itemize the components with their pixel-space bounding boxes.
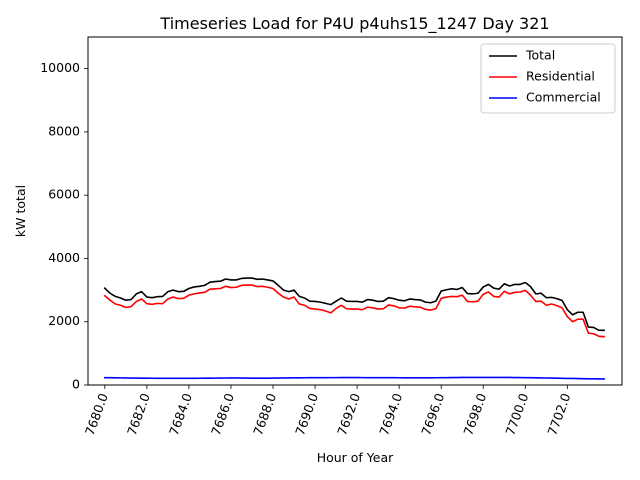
x-tick-label: 7680.0 xyxy=(82,391,111,437)
x-tick-label: 7700.0 xyxy=(502,391,531,437)
legend-box xyxy=(480,43,616,114)
chart-title: Timeseries Load for P4U p4uhs15_1247 Day… xyxy=(159,14,549,34)
x-tick-label: 7686.0 xyxy=(208,391,237,437)
series-lines xyxy=(103,277,605,380)
legend-label-residential: Residential xyxy=(526,69,595,84)
x-tick-label: 7682.0 xyxy=(124,391,153,437)
y-tick-label: 4000 xyxy=(48,250,80,265)
y-axis-label: kW total xyxy=(13,185,28,237)
legend-label-commercial: Commercial xyxy=(526,90,601,105)
x-axis-label: Hour of Year xyxy=(317,450,394,465)
y-axis-ticks: 0 2000 4000 6000 8000 10000 xyxy=(40,60,88,392)
x-tick-label: 7696.0 xyxy=(418,391,447,437)
y-tick-label: 8000 xyxy=(48,123,80,138)
x-tick-label: 7690.0 xyxy=(292,391,321,437)
x-tick-label: 7692.0 xyxy=(334,391,363,437)
y-tick-label: 2000 xyxy=(48,313,80,328)
x-tick-label: 7702.0 xyxy=(544,391,573,437)
x-tick-label: 7684.0 xyxy=(166,391,195,437)
x-tick-label: 7694.0 xyxy=(376,391,405,437)
series-line-residential xyxy=(103,284,605,338)
series-line-commercial xyxy=(104,376,605,380)
x-axis-ticks: 7680.0 7682.0 7684.0 7686.0 7688.0 7690.0 7692… xyxy=(82,385,573,437)
legend: Total Residential Commercial xyxy=(480,43,616,114)
x-tick-label: 7698.0 xyxy=(460,391,489,437)
y-tick-label: 6000 xyxy=(48,187,80,202)
y-tick-label: 10000 xyxy=(40,60,80,75)
x-tick-label: 7688.0 xyxy=(250,391,279,437)
y-tick-label: 0 xyxy=(72,377,80,392)
series-line-total xyxy=(103,277,605,332)
plot-frame xyxy=(87,36,623,386)
plot-area xyxy=(87,36,623,386)
legend-label-total: Total xyxy=(525,48,555,63)
